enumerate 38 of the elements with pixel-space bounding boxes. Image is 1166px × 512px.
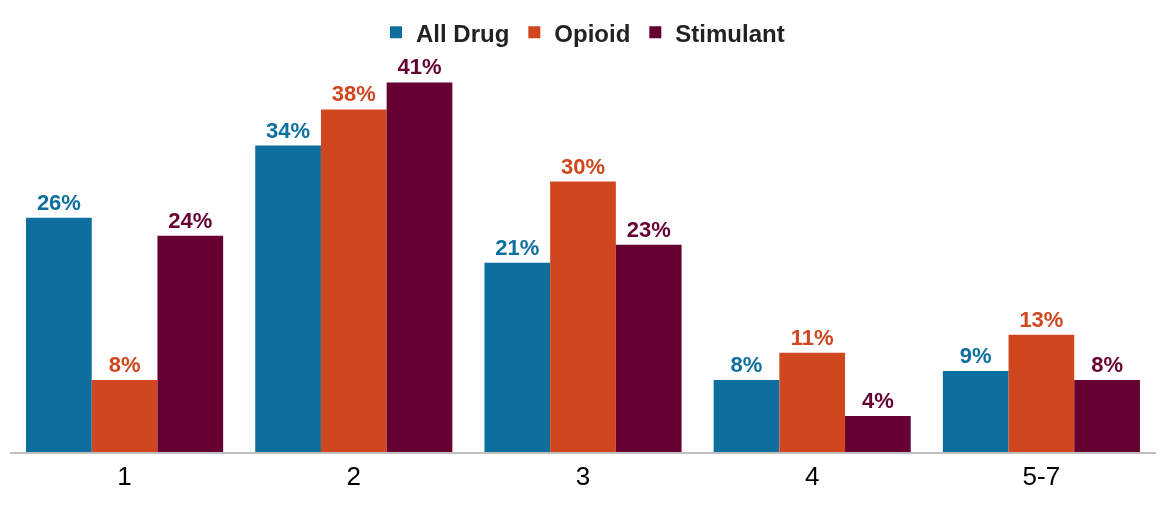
legend-label: All Drug [416,19,510,47]
bar [1008,334,1075,452]
x-tick-label: 1 [117,461,132,492]
data-label: 8% [1091,351,1123,377]
data-label: 8% [108,351,141,377]
data-label: 30% [560,153,606,179]
bar [255,145,321,452]
data-label: 8% [730,351,763,377]
legend-label: Stimulant [675,19,785,47]
bar [845,415,911,452]
bar [320,109,387,452]
legend-label: Opioid [554,19,631,47]
bar [1074,379,1140,452]
bar [713,379,780,452]
x-tick-label: 2 [346,461,362,492]
x-tick-label: 3 [575,461,591,492]
data-label: 24% [168,207,213,233]
data-label: 11% [790,324,834,350]
data-label: 9% [959,342,992,368]
bar [942,370,1009,452]
data-label: 34% [266,117,311,143]
bar [484,262,551,452]
data-label: 41% [397,54,442,80]
bar [26,217,92,452]
x-tick-label: 5-7 [1022,461,1061,492]
x-tick-label: 4 [804,461,820,492]
data-label: 26% [36,189,81,215]
data-label: 38% [331,81,376,107]
bar [386,82,453,452]
bar [779,352,846,452]
bar [550,181,616,452]
bar [91,379,158,452]
data-label: 23% [626,216,671,242]
data-label: 13% [1019,306,1064,332]
bar [157,235,224,452]
bar [615,244,682,452]
data-label: 21% [495,234,540,260]
data-label: 4% [862,387,894,413]
